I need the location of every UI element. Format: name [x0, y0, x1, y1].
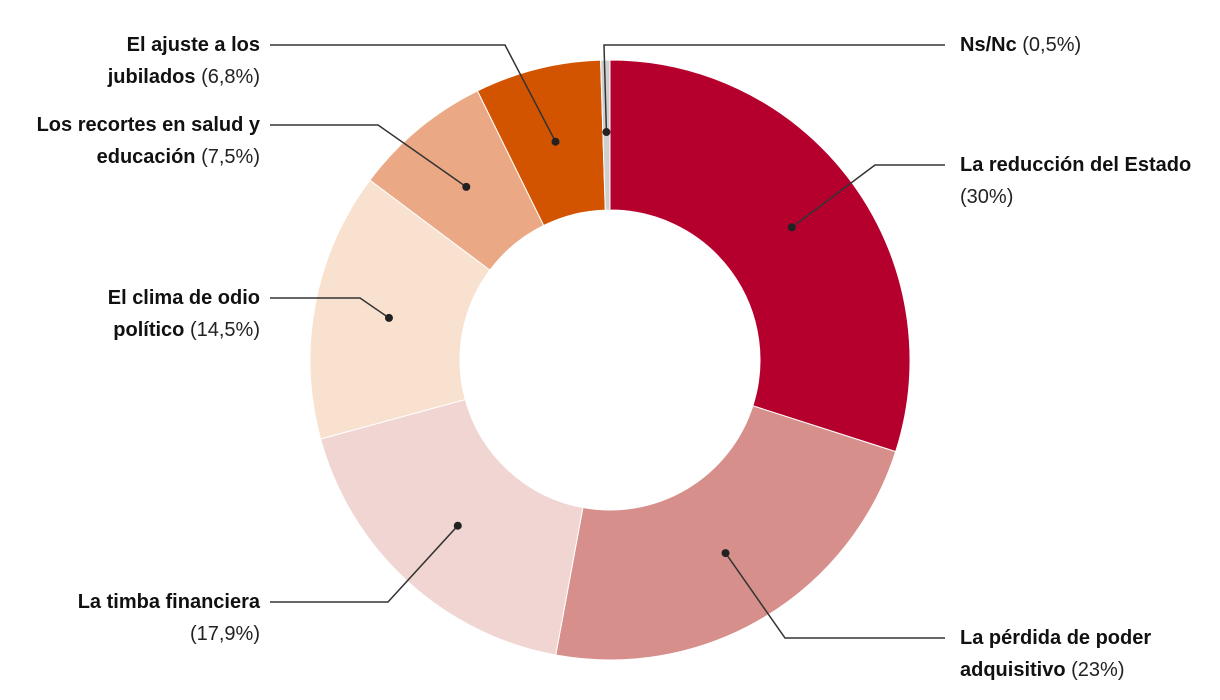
leader-line	[270, 44, 557, 143]
value-label: (6,8%)	[201, 66, 260, 88]
value-label: (0,5%)	[1022, 34, 1082, 56]
slice-label: La timba financiera (17,9%)	[20, 586, 260, 650]
value-label: (14,5%)	[189, 319, 260, 341]
category-name: La reducción del Estado	[960, 154, 1192, 176]
leader-dot	[787, 223, 796, 232]
leader-dot	[721, 549, 730, 558]
leader-line	[724, 552, 945, 639]
value-label: (17,9%)	[189, 623, 260, 645]
donut-slice	[309, 179, 491, 440]
value-label: (7,5%)	[201, 146, 260, 168]
leader-dot	[384, 313, 393, 322]
leader-line	[270, 297, 390, 319]
category-name: La pérdida de poder adquisitivo	[960, 627, 1152, 681]
category-name: El ajuste a los jubilados	[107, 34, 260, 88]
slice-label: La pérdida de poder adquisitivo (23%)	[960, 622, 1210, 686]
category-name: Ns/Nc	[960, 34, 1017, 56]
category-name: La timba financiera	[77, 591, 260, 613]
leader-dot	[602, 128, 611, 137]
slice-label: Los recortes en salud y educación (7,5%)	[10, 109, 260, 173]
leader-line	[603, 44, 945, 133]
donut-slice	[609, 59, 911, 453]
leader-line	[791, 164, 945, 229]
donut-slice	[319, 398, 584, 656]
value-label: (23%)	[1071, 659, 1125, 681]
leader-dot	[551, 137, 560, 146]
slice-label: La reducción del Estado (30%)	[960, 149, 1200, 213]
leader-dot	[462, 182, 471, 191]
slice-label: Ns/Nc (0,5%)	[960, 29, 1160, 61]
donut-slice	[555, 405, 897, 661]
leader-dot	[453, 521, 462, 530]
value-label: (30%)	[960, 186, 1014, 208]
category-name: El clima de odio político	[107, 287, 260, 341]
leader-line	[270, 124, 467, 188]
slice-label: El ajuste a los jubilados (6,8%)	[80, 29, 260, 93]
slice-label: El clima de odio político (14,5%)	[60, 282, 260, 346]
leader-line	[270, 525, 459, 603]
category-name: Los recortes en salud y educación	[36, 114, 260, 168]
